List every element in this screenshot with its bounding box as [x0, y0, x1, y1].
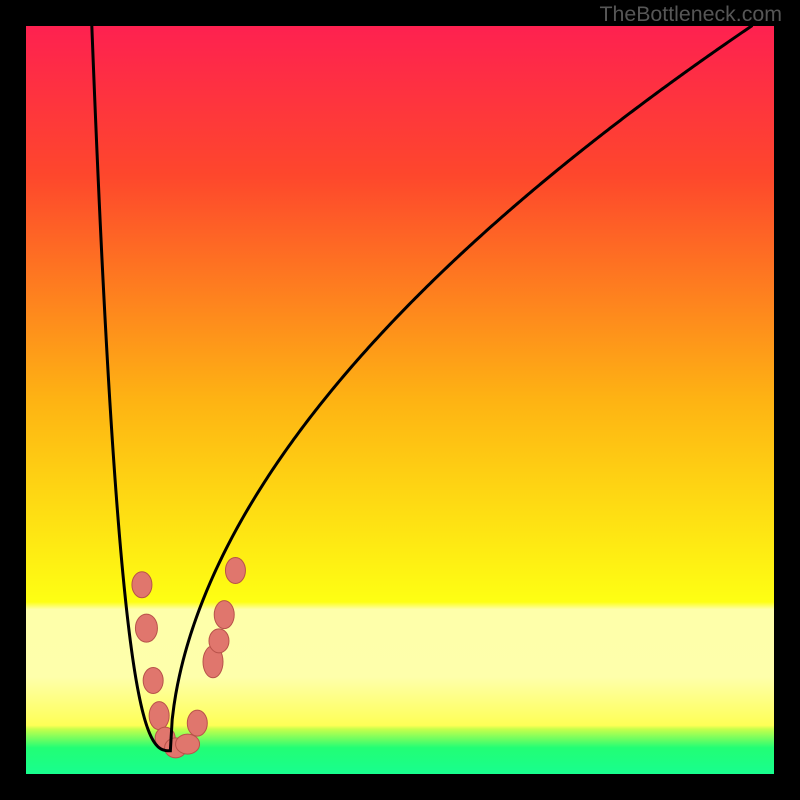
chart-container: TheBottleneck.com: [0, 0, 800, 800]
data-marker: [149, 702, 169, 730]
data-marker: [225, 558, 245, 584]
data-marker: [135, 614, 157, 642]
gradient-background: [26, 26, 774, 774]
data-marker: [209, 629, 229, 653]
data-marker: [214, 601, 234, 629]
data-marker: [176, 734, 200, 754]
data-marker: [187, 710, 207, 736]
data-marker: [132, 572, 152, 598]
data-marker: [143, 668, 163, 694]
bottleneck-curve-chart: [0, 0, 800, 800]
